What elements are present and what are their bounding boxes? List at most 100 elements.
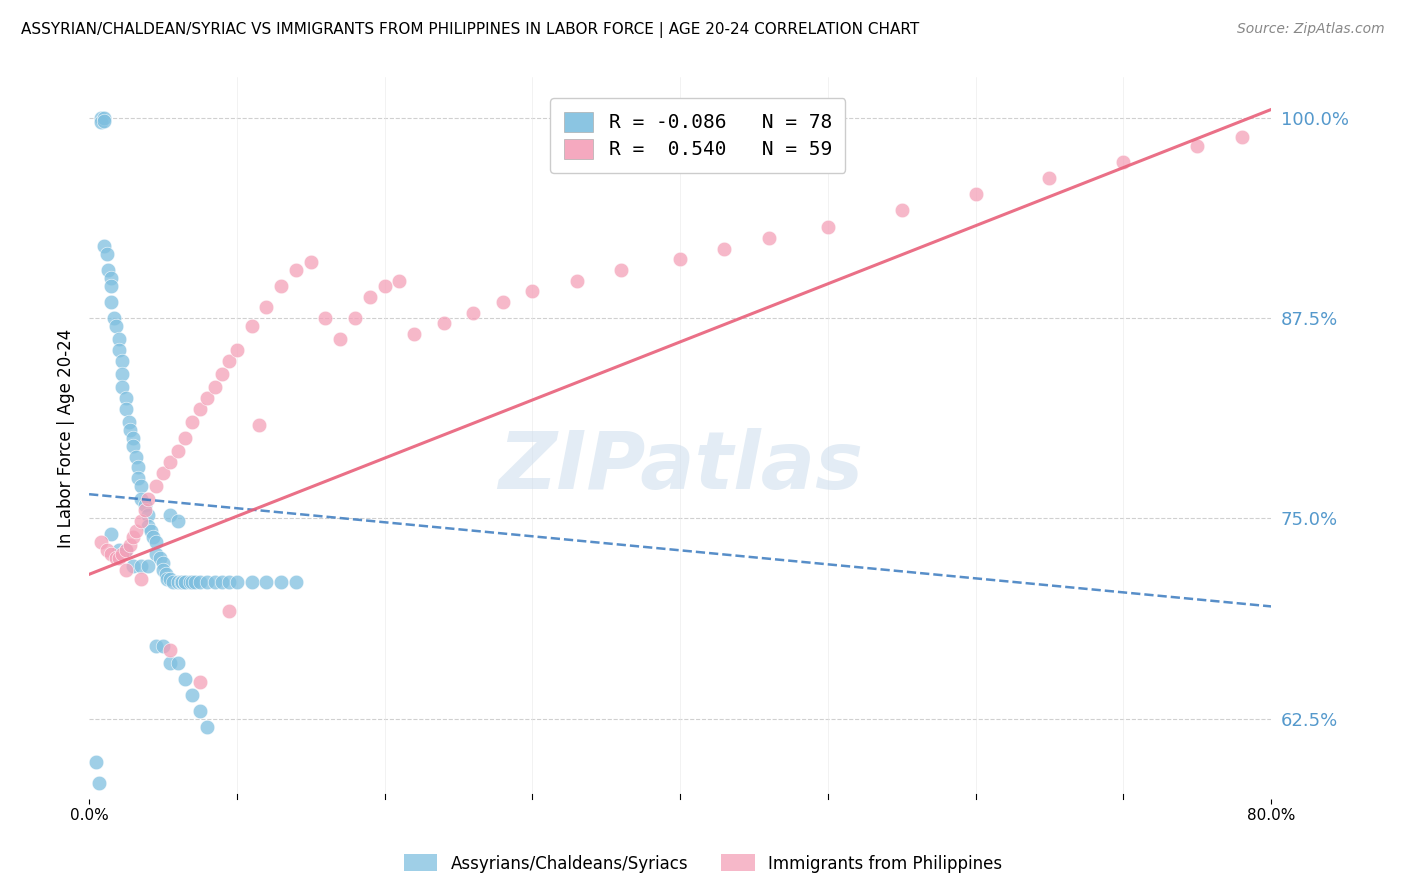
- Point: [181, 415, 204, 429]
- Point: [156, 572, 179, 586]
- Point: [104, 318, 127, 333]
- Point: [100, 527, 122, 541]
- Point: [90, 115, 112, 129]
- Point: [100, 278, 122, 293]
- Point: [159, 642, 181, 657]
- Point: [103, 310, 125, 325]
- Point: [174, 575, 197, 590]
- Point: [188, 402, 211, 417]
- Point: [188, 575, 211, 590]
- Point: [195, 575, 218, 590]
- Point: [96, 246, 118, 260]
- Point: [166, 515, 188, 529]
- Point: [104, 551, 127, 566]
- Point: [565, 274, 588, 288]
- Point: [388, 274, 411, 288]
- Point: [89, 775, 111, 789]
- Point: [152, 640, 174, 654]
- Point: [129, 491, 152, 506]
- Point: [122, 531, 145, 545]
- Point: [152, 562, 174, 576]
- Point: [136, 559, 159, 574]
- Point: [152, 556, 174, 570]
- Point: [965, 187, 987, 202]
- Point: [374, 278, 396, 293]
- Point: [329, 332, 352, 346]
- Text: ASSYRIAN/CHALDEAN/SYRIAC VS IMMIGRANTS FROM PHILIPPINES IN LABOR FORCE | AGE 20-: ASSYRIAN/CHALDEAN/SYRIAC VS IMMIGRANTS F…: [21, 22, 920, 38]
- Point: [90, 535, 112, 549]
- Point: [240, 575, 263, 590]
- Point: [115, 562, 138, 576]
- Point: [110, 354, 132, 368]
- Point: [433, 316, 456, 330]
- Point: [211, 367, 233, 381]
- Point: [122, 439, 145, 453]
- Point: [142, 531, 165, 545]
- Legend: R = -0.086   N = 78, R =  0.540   N = 59: R = -0.086 N = 78, R = 0.540 N = 59: [550, 98, 845, 173]
- Point: [139, 524, 162, 538]
- Point: [314, 310, 336, 325]
- Point: [100, 294, 122, 309]
- Point: [86, 755, 108, 769]
- Point: [107, 332, 129, 346]
- Point: [118, 415, 141, 429]
- Point: [152, 467, 174, 481]
- Point: [713, 242, 735, 256]
- Point: [225, 343, 247, 357]
- Point: [270, 575, 292, 590]
- Point: [145, 640, 167, 654]
- Point: [492, 294, 515, 309]
- Point: [100, 547, 122, 561]
- Point: [195, 720, 218, 734]
- Point: [284, 575, 307, 590]
- Point: [136, 519, 159, 533]
- Point: [188, 704, 211, 718]
- Point: [96, 543, 118, 558]
- Point: [166, 656, 188, 670]
- Point: [129, 572, 152, 586]
- Point: [204, 380, 226, 394]
- Point: [145, 535, 167, 549]
- Point: [115, 543, 138, 558]
- Point: [134, 499, 156, 513]
- Point: [162, 575, 184, 590]
- Point: [115, 543, 138, 558]
- Point: [136, 491, 159, 506]
- Point: [404, 326, 426, 341]
- Point: [195, 391, 218, 405]
- Point: [1187, 139, 1209, 153]
- Point: [463, 306, 485, 320]
- Point: [107, 543, 129, 558]
- Point: [181, 688, 204, 702]
- Point: [127, 459, 149, 474]
- Point: [93, 239, 115, 253]
- Point: [218, 354, 240, 368]
- Point: [174, 575, 197, 590]
- Point: [120, 539, 142, 553]
- Point: [120, 423, 142, 437]
- Text: Source: ZipAtlas.com: Source: ZipAtlas.com: [1237, 22, 1385, 37]
- Point: [1230, 129, 1253, 144]
- Point: [890, 203, 912, 218]
- Point: [225, 575, 247, 590]
- Point: [758, 231, 780, 245]
- Point: [270, 278, 292, 293]
- Point: [166, 444, 188, 458]
- Point: [100, 270, 122, 285]
- Point: [170, 575, 193, 590]
- Point: [159, 656, 181, 670]
- Legend: Assyrians/Chaldeans/Syriacs, Immigrants from Philippines: Assyrians/Chaldeans/Syriacs, Immigrants …: [396, 847, 1010, 880]
- Point: [107, 551, 129, 566]
- Point: [145, 479, 167, 493]
- Point: [125, 524, 148, 538]
- Point: [93, 111, 115, 125]
- Point: [149, 551, 172, 566]
- Point: [122, 559, 145, 574]
- Point: [127, 471, 149, 485]
- Point: [107, 343, 129, 357]
- Point: [240, 318, 263, 333]
- Point: [159, 508, 181, 522]
- Point: [172, 575, 194, 590]
- Point: [344, 310, 367, 325]
- Point: [110, 367, 132, 381]
